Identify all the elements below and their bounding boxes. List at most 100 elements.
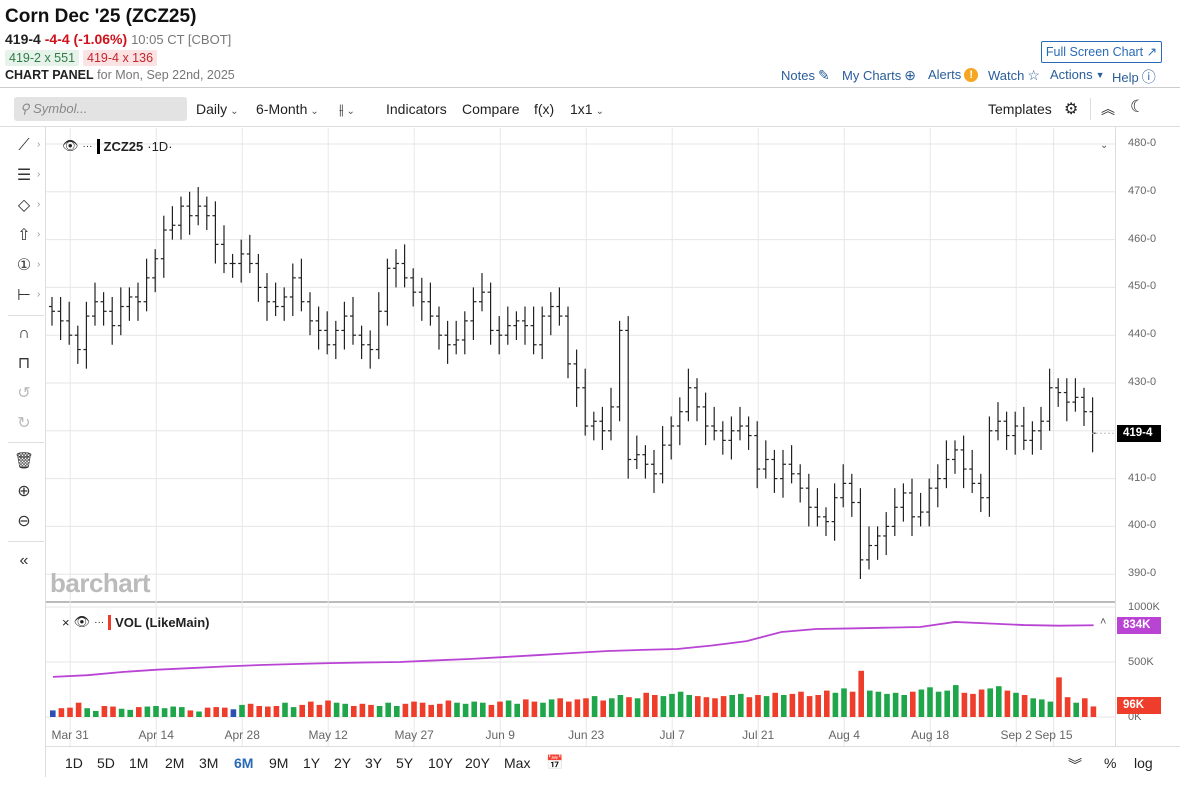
price-axis-label: 480-0 (1128, 137, 1157, 149)
expand-chevrons-icon[interactable]: ︾ (1068, 757, 1082, 773)
measure-tool-icon[interactable]: ⊢ (17, 287, 31, 304)
chevron-right-icon[interactable]: › (37, 259, 41, 270)
volume-bar (239, 704, 245, 717)
close-icon[interactable]: × (62, 614, 70, 630)
volume-axis-label: 0K (1128, 711, 1142, 723)
divider (1090, 98, 1091, 120)
redo-icon[interactable]: ↻ (17, 415, 31, 432)
volume-bar (1056, 677, 1062, 717)
divider (46, 746, 1180, 747)
volume-bar (566, 701, 572, 717)
price-legend: 👁 ··· ZCZ25·1D· (62, 138, 173, 154)
full-screen-chart-button[interactable]: Full Screen Chart ↗ (1041, 41, 1162, 63)
magnet-icon[interactable]: ∩ (18, 325, 30, 342)
zoom-in-icon[interactable]: ⊕ (17, 483, 31, 500)
volume-bar (772, 692, 778, 717)
range-20y[interactable]: 20Y (465, 755, 490, 771)
watch-link[interactable]: Watch ☆ (988, 67, 1040, 84)
eye-icon[interactable]: 👁 (73, 614, 91, 629)
fx-button[interactable]: f(x) (534, 101, 555, 117)
shapes-tool-icon[interactable]: ◇ (17, 197, 31, 214)
price-axis-label: 460-0 (1128, 232, 1157, 245)
chevron-up-icon[interactable]: ˄ (1100, 616, 1107, 628)
range-10y[interactable]: 10Y (428, 755, 453, 771)
divider (1115, 127, 1116, 747)
more-icon[interactable]: ··· (94, 616, 105, 628)
volume-bar (213, 707, 219, 717)
barchart-watermark: barchart (50, 568, 151, 598)
chevron-right-icon[interactable]: › (37, 229, 41, 240)
range-2m[interactable]: 2M (165, 755, 185, 771)
calendar-icon[interactable]: 📅 (546, 754, 564, 770)
collapse-pane-icon[interactable]: ⌄ (1100, 140, 1109, 151)
range-max[interactable]: Max (504, 755, 531, 771)
my-charts-link[interactable]: My Charts ⊕ (842, 67, 916, 84)
range-2y[interactable]: 2Y (334, 755, 352, 771)
volume-bar (454, 702, 460, 717)
series-swatch (96, 138, 100, 154)
volume-bar (643, 692, 649, 717)
annotation-number-icon[interactable]: ① (16, 257, 32, 274)
range-5d[interactable]: 5D (97, 755, 115, 771)
divider (8, 541, 44, 542)
divider (8, 315, 44, 316)
compare-button[interactable]: Compare (462, 101, 520, 117)
price-axis-label: 390-0 (1128, 567, 1157, 580)
divider (8, 442, 44, 443)
watch-label: Watch (988, 68, 1025, 83)
trash-icon[interactable]: 🗑 (13, 453, 35, 470)
volume-legend: × 👁 ··· VOL (LikeMain) (62, 614, 210, 630)
settings-gear-icon[interactable]: ⚙ (1064, 101, 1079, 118)
alerts-link[interactable]: Alerts! (928, 67, 979, 82)
percent-scale-toggle[interactable]: % (1104, 755, 1117, 771)
indicators-button[interactable]: Indicators (386, 101, 447, 117)
volume-bar (222, 707, 228, 717)
chevron-right-icon[interactable]: › (37, 289, 41, 300)
interval-dropdown[interactable]: Daily ⌄ (196, 101, 239, 117)
eye-icon[interactable]: 👁 (62, 138, 79, 153)
unlock-icon[interactable]: ⊓ (17, 355, 31, 372)
arrow-up-tool-icon[interactable]: ⇧ (17, 227, 31, 244)
chevron-right-icon[interactable]: › (37, 139, 41, 150)
volume-bar (84, 708, 90, 717)
chevron-right-icon[interactable]: › (37, 169, 41, 180)
symbol-search-input[interactable]: ⚲ Symbol... (14, 97, 187, 121)
templates-button[interactable]: Templates (988, 101, 1052, 117)
range-3m[interactable]: 3M (199, 755, 219, 771)
log-scale-toggle[interactable]: log (1134, 755, 1153, 771)
notes-link[interactable]: Notes ✎ (781, 67, 830, 84)
range-5y[interactable]: 5Y (396, 755, 414, 771)
actions-menu[interactable]: Actions ▼ (1050, 67, 1105, 82)
collapse-left-icon[interactable]: « (19, 552, 29, 569)
period-dropdown[interactable]: 6-Month ⌄ (256, 101, 319, 117)
undo-icon[interactable]: ↺ (17, 385, 31, 402)
volume-bar (67, 707, 73, 717)
collapse-chevrons-icon[interactable]: ︽ (1101, 101, 1115, 117)
dark-mode-moon-icon[interactable]: ☾ (1130, 97, 1146, 116)
volume-bar (316, 704, 323, 717)
chart-type-dropdown[interactable]: ⫲ ⌄ (339, 101, 355, 118)
volume-bar (402, 703, 409, 717)
range-1m[interactable]: 1M (129, 755, 149, 771)
range-9m[interactable]: 9M (269, 755, 289, 771)
more-icon[interactable]: ··· (82, 140, 93, 152)
volume-bar (806, 696, 813, 717)
volume-bar (204, 707, 211, 717)
chevron-right-icon[interactable]: › (37, 199, 41, 210)
ohlc-bars-icon: ⫲ (339, 101, 344, 117)
chart-panel-label: CHART PANEL for Mon, Sep 22nd, 2025 (5, 68, 235, 82)
volume-bar (170, 706, 176, 717)
range-3y[interactable]: 3Y (365, 755, 383, 771)
volume-bar (333, 702, 340, 717)
range-6m[interactable]: 6M (234, 755, 254, 771)
help-link[interactable]: Help ⓘ (1112, 67, 1156, 87)
fibonacci-tool-icon[interactable]: ☰ (16, 167, 32, 184)
alerts-label: Alerts (928, 67, 962, 82)
range-1d[interactable]: 1D (65, 755, 83, 771)
last-price-tag: 419-4 (1117, 425, 1161, 442)
trendline-tool-icon[interactable]: ⟋ (18, 137, 30, 154)
range-1y[interactable]: 1Y (303, 755, 321, 771)
layout-dropdown[interactable]: 1x1 ⌄ (570, 101, 604, 117)
zoom-out-icon[interactable]: ⊖ (17, 513, 31, 530)
